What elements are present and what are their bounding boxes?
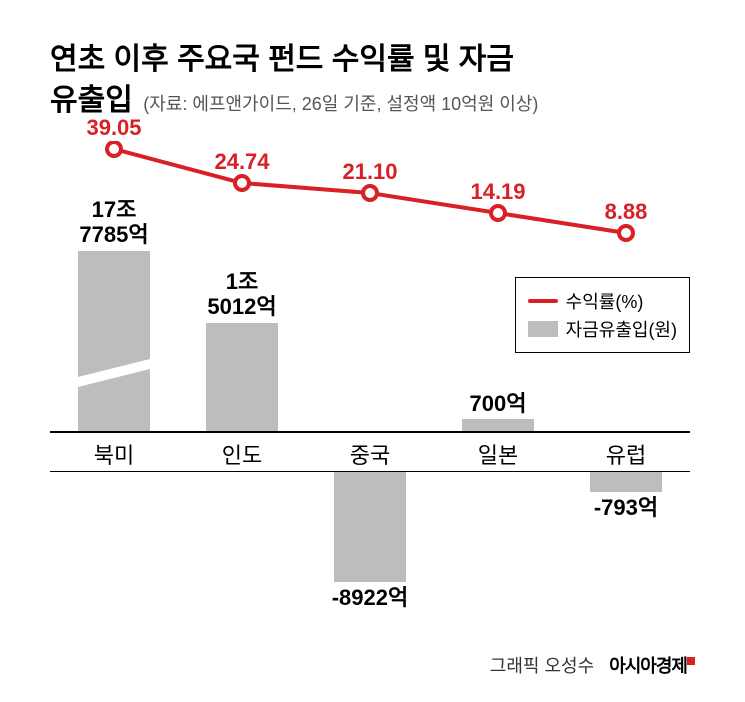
bar-value-label: -8922억 bbox=[306, 585, 434, 610]
bar bbox=[206, 323, 278, 431]
line-value-label: 21.10 bbox=[306, 159, 434, 185]
bar-value-label: 700억 bbox=[434, 391, 562, 416]
bar bbox=[334, 472, 406, 582]
bar bbox=[78, 251, 150, 431]
title-line2: 유출입 bbox=[50, 84, 133, 117]
line-value-label: 39.05 bbox=[50, 115, 178, 141]
line-value-label: 24.74 bbox=[178, 149, 306, 175]
brand-dot-icon bbox=[687, 657, 695, 665]
line-value-label: 14.19 bbox=[434, 179, 562, 205]
category-label: 인도 bbox=[178, 438, 306, 470]
line-marker bbox=[107, 142, 121, 156]
title-line1: 연초 이후 주요국 펀드 수익률 및 자금 bbox=[50, 43, 514, 76]
bar-value-label: -793억 bbox=[562, 495, 690, 520]
legend-bar-label: 자금유출입(원) bbox=[566, 316, 677, 342]
category-label: 북미 bbox=[50, 438, 178, 470]
category-label: 중국 bbox=[306, 438, 434, 470]
legend-line-row: 수익률(%) bbox=[528, 288, 677, 314]
chart-container: 연초 이후 주요국 펀드 수익률 및 자금 유출입 (자료: 에프앤가이드, 2… bbox=[0, 0, 745, 702]
bar bbox=[590, 472, 662, 492]
legend-bar-row: 자금유출입(원) bbox=[528, 316, 677, 342]
credit: 그래픽 오성수 아시아경제 bbox=[490, 652, 695, 678]
legend-bar-swatch bbox=[528, 321, 558, 337]
credit-brand: 아시아경제 bbox=[609, 656, 687, 676]
line-value-label: 8.88 bbox=[562, 199, 690, 225]
chart-area: 수익률(%) 자금유출입(원) 북미17조7785억인도1조5012억중국-89… bbox=[50, 141, 690, 591]
legend-box: 수익률(%) 자금유출입(원) bbox=[515, 277, 690, 353]
category-label: 유럽 bbox=[562, 438, 690, 470]
label-rule bbox=[50, 471, 690, 472]
credit-prefix: 그래픽 오성수 bbox=[490, 656, 594, 676]
line-marker bbox=[491, 206, 505, 220]
legend-line-swatch bbox=[528, 299, 558, 303]
bar bbox=[462, 419, 534, 431]
category-label: 일본 bbox=[434, 438, 562, 470]
subtitle: (자료: 에프앤가이드, 26일 기준, 설정액 10억원 이상) bbox=[143, 94, 538, 114]
line-marker bbox=[363, 186, 377, 200]
title-block: 연초 이후 주요국 펀드 수익률 및 자금 유출입 (자료: 에프앤가이드, 2… bbox=[50, 40, 695, 121]
zero-axis bbox=[50, 431, 690, 433]
legend-line-label: 수익률(%) bbox=[566, 288, 644, 314]
line-marker bbox=[235, 176, 249, 190]
line-marker bbox=[619, 226, 633, 240]
bar-value-label: 17조7785억 bbox=[50, 197, 178, 248]
bar-value-label: 1조5012억 bbox=[178, 269, 306, 320]
